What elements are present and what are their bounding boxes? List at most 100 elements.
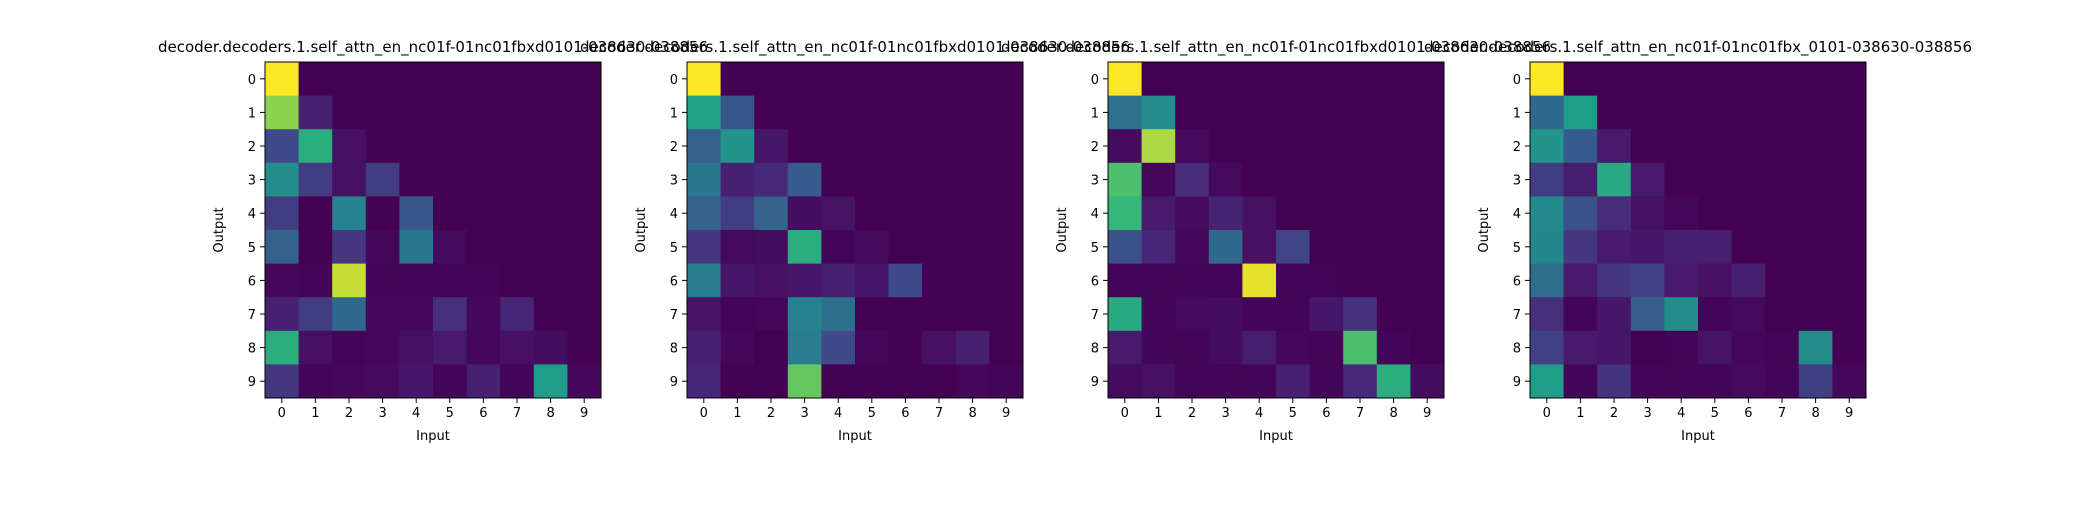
heatmap-cell bbox=[298, 95, 333, 130]
heatmap-cell bbox=[1798, 297, 1833, 332]
heatmap-cell bbox=[399, 129, 434, 164]
heatmap-cell bbox=[1563, 364, 1598, 399]
heatmap-cell bbox=[1630, 297, 1665, 332]
heatmap-cell bbox=[720, 129, 755, 164]
heatmap-cell bbox=[989, 263, 1024, 298]
heatmap-cell bbox=[922, 330, 957, 365]
panel-title: decoder.decoders.1.self_attn_en_nc01f-01… bbox=[1424, 38, 1972, 57]
heatmap-cell bbox=[567, 62, 602, 96]
heatmap-cell bbox=[1410, 95, 1445, 130]
heatmap-cell bbox=[1276, 95, 1310, 130]
panel-title: decoder.decoders.1.self_attn_en_nc01f-01… bbox=[158, 38, 708, 57]
heatmap-cell bbox=[1798, 230, 1833, 264]
x-tick-label: 9 bbox=[1845, 406, 1853, 421]
y-tick-label: 1 bbox=[670, 106, 678, 121]
heatmap-cell bbox=[1698, 263, 1732, 298]
heatmap-cell bbox=[1530, 230, 1564, 264]
x-tick-label: 5 bbox=[1289, 406, 1297, 421]
y-tick-label: 5 bbox=[248, 241, 256, 256]
heatmap-cell bbox=[821, 196, 856, 231]
y-tick-label: 7 bbox=[248, 308, 256, 323]
x-tick-label: 3 bbox=[800, 406, 808, 421]
heatmap-cell bbox=[1698, 162, 1732, 197]
heatmap-cell bbox=[1343, 330, 1378, 365]
y-tick-label: 9 bbox=[1513, 375, 1521, 390]
heatmap-cell bbox=[1630, 129, 1665, 164]
heatmap-cell bbox=[787, 297, 822, 332]
x-tick-label: 2 bbox=[345, 406, 353, 421]
heatmap-cell bbox=[1343, 95, 1378, 130]
heatmap-cell bbox=[466, 330, 501, 365]
heatmap-cell bbox=[567, 263, 602, 298]
heatmap-cell bbox=[399, 95, 434, 130]
y-tick-label: 2 bbox=[670, 140, 678, 155]
heatmap-cell bbox=[1309, 162, 1344, 197]
heatmap-cell bbox=[1597, 364, 1632, 399]
heatmap-cell bbox=[754, 263, 789, 298]
heatmap-cell bbox=[1276, 297, 1310, 332]
heatmap-cell bbox=[1208, 297, 1243, 332]
heatmap-cell bbox=[1832, 230, 1867, 264]
x-tick-label: 1 bbox=[311, 406, 319, 421]
heatmap-cell bbox=[687, 129, 721, 164]
x-tick-label: 4 bbox=[412, 406, 420, 421]
heatmap-cell bbox=[533, 330, 568, 365]
x-tick-label: 3 bbox=[1643, 406, 1651, 421]
heatmap-cell bbox=[500, 129, 535, 164]
heatmap-cell bbox=[1141, 95, 1176, 130]
heatmap-cell bbox=[1376, 297, 1411, 332]
heatmap-cell bbox=[855, 196, 889, 231]
x-tick-label: 0 bbox=[278, 406, 286, 421]
heatmap-panels: decoder.decoders.1.self_attn_en_nc01f-01… bbox=[158, 38, 1972, 444]
heatmap-cell bbox=[821, 297, 856, 332]
heatmap-cell bbox=[1208, 263, 1243, 298]
heatmap-cell bbox=[1242, 364, 1277, 399]
x-axis-label: Input bbox=[838, 429, 872, 444]
heatmap-cell bbox=[1832, 263, 1867, 298]
y-tick-label: 1 bbox=[1091, 106, 1099, 121]
heatmap-cell bbox=[567, 230, 602, 264]
heatmap-cell bbox=[989, 364, 1024, 399]
y-tick-label: 9 bbox=[670, 375, 678, 390]
heatmap-cell bbox=[365, 129, 400, 164]
heatmap-cell bbox=[1276, 62, 1310, 96]
heatmap-cell bbox=[754, 230, 789, 264]
heatmap-cell bbox=[687, 230, 721, 264]
heatmap-cell bbox=[888, 364, 923, 399]
heatmap-cell bbox=[955, 62, 990, 96]
heatmap-cell bbox=[1563, 162, 1598, 197]
heatmap-cell bbox=[533, 230, 568, 264]
x-tick-label: 6 bbox=[1322, 406, 1330, 421]
heatmap-cell bbox=[855, 297, 889, 332]
heatmap-cell bbox=[466, 263, 501, 298]
heatmap-cell bbox=[567, 129, 602, 164]
heatmap-cell bbox=[1276, 263, 1310, 298]
heatmap-cell bbox=[433, 330, 467, 365]
heatmap-cell bbox=[888, 297, 923, 332]
heatmap-cell bbox=[500, 364, 535, 399]
heatmap-cell bbox=[1242, 129, 1277, 164]
heatmap-cell bbox=[787, 263, 822, 298]
y-tick-label: 6 bbox=[248, 274, 256, 289]
heatmap-cell bbox=[989, 95, 1024, 130]
heatmap-cell bbox=[1175, 62, 1210, 96]
heatmap-cell bbox=[1832, 95, 1867, 130]
heatmap-cell bbox=[787, 196, 822, 231]
y-tick-label: 2 bbox=[248, 140, 256, 155]
heatmap-cell bbox=[1376, 230, 1411, 264]
heatmap-cell bbox=[365, 330, 400, 365]
heatmap-cell bbox=[989, 62, 1024, 96]
heatmap-cell bbox=[567, 330, 602, 365]
x-tick-label: 8 bbox=[546, 406, 554, 421]
heatmap-cell bbox=[687, 297, 721, 332]
heatmap-cell bbox=[1765, 95, 1800, 130]
heatmap-cell bbox=[500, 297, 535, 332]
heatmap-cell bbox=[687, 330, 721, 365]
x-tick-label: 4 bbox=[1677, 406, 1685, 421]
x-tick-label: 3 bbox=[378, 406, 386, 421]
heatmap-cell bbox=[1410, 364, 1445, 399]
heatmap-cell bbox=[1832, 196, 1867, 231]
panel-title: decoder.decoders.1.self_attn_en_nc01f-01… bbox=[1001, 38, 1551, 57]
heatmap-cell bbox=[399, 196, 434, 231]
y-tick-label: 3 bbox=[248, 174, 256, 189]
